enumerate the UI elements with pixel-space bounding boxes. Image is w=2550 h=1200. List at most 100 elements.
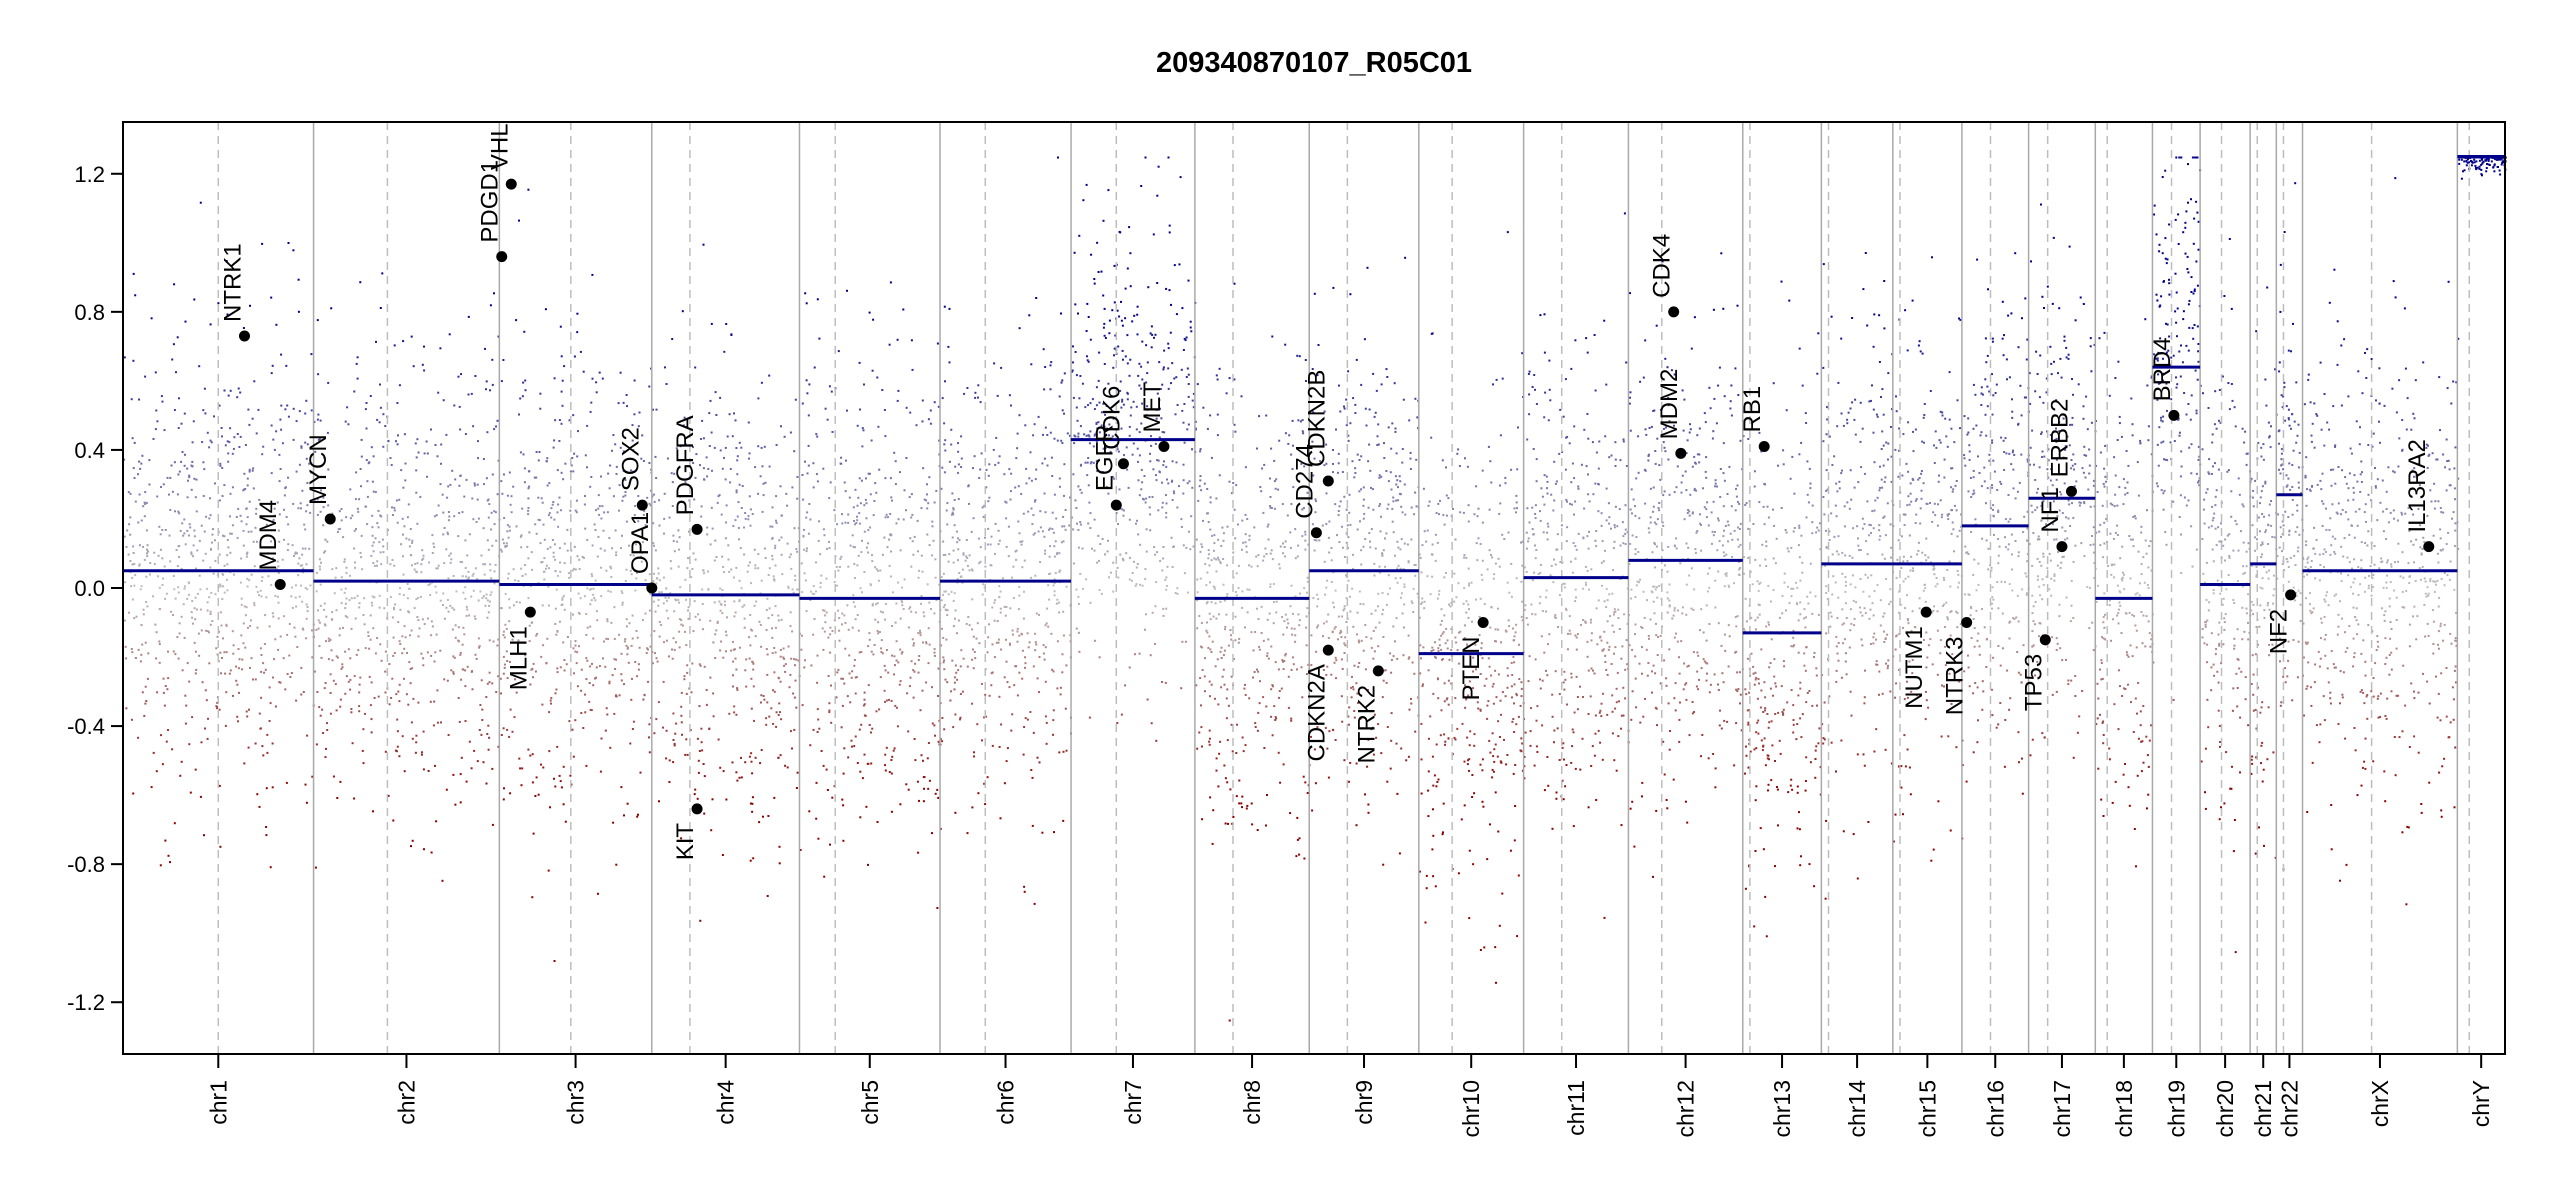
probe-point xyxy=(1511,674,1514,676)
probe-point xyxy=(1274,719,1277,721)
probe-point xyxy=(440,462,442,465)
probe-point xyxy=(1086,302,1089,305)
probe-point xyxy=(672,712,675,715)
probe-point xyxy=(1062,819,1065,822)
probe-point xyxy=(447,577,450,580)
probe-point xyxy=(471,688,474,691)
probe-point xyxy=(861,427,864,430)
probe-point xyxy=(677,565,680,568)
probe-point xyxy=(1306,591,1308,594)
probe-point xyxy=(1129,358,1132,361)
probe-point xyxy=(1076,419,1079,422)
probe-point xyxy=(1162,546,1165,548)
probe-point xyxy=(1116,722,1119,724)
probe-point xyxy=(186,467,189,470)
probe-point xyxy=(957,471,959,474)
probe-point xyxy=(1487,700,1490,703)
probe-point xyxy=(1162,366,1165,369)
probe-point xyxy=(1030,769,1033,771)
probe-point xyxy=(597,535,600,538)
probe-point xyxy=(696,737,699,740)
probe-point xyxy=(540,561,543,564)
probe-point xyxy=(1303,465,1306,468)
probe-point xyxy=(778,539,781,542)
probe-point xyxy=(609,746,612,749)
probe-point xyxy=(1302,507,1305,510)
probe-point xyxy=(1038,656,1041,658)
probe-point xyxy=(771,554,774,557)
probe-point xyxy=(560,355,563,358)
probe-point xyxy=(1121,324,1124,327)
probe-point xyxy=(1267,657,1270,660)
probe-point xyxy=(1159,388,1162,390)
probe-point xyxy=(934,734,936,737)
probe-point xyxy=(851,534,854,537)
probe-point xyxy=(921,570,924,573)
probe-point xyxy=(1356,528,1359,531)
probe-point xyxy=(1140,365,1143,368)
probe-point xyxy=(1085,578,1088,581)
probe-point xyxy=(719,766,722,769)
probe-point xyxy=(640,555,642,558)
probe-point xyxy=(1052,531,1055,534)
probe-point xyxy=(457,535,460,538)
probe-point xyxy=(468,740,471,743)
probe-point xyxy=(1117,523,1119,525)
probe-point xyxy=(1196,747,1199,750)
probe-point xyxy=(1122,514,1125,517)
probe-point xyxy=(1278,567,1281,570)
probe-point xyxy=(371,604,374,607)
probe-point xyxy=(750,707,753,710)
probe-point xyxy=(253,602,256,605)
probe-point xyxy=(968,554,971,557)
probe-point xyxy=(350,597,353,600)
probe-point xyxy=(944,380,946,383)
probe-point xyxy=(971,658,974,661)
probe-point xyxy=(317,413,320,416)
probe-point xyxy=(1089,402,1092,405)
probe-point xyxy=(1024,424,1027,427)
probe-point xyxy=(701,419,704,422)
probe-point xyxy=(462,668,465,671)
probe-point xyxy=(831,630,834,633)
probe-point xyxy=(167,650,169,653)
probe-point xyxy=(576,685,579,688)
probe-point xyxy=(357,510,360,513)
probe-point xyxy=(415,571,418,574)
probe-point xyxy=(446,531,449,534)
probe-point xyxy=(349,574,351,577)
probe-point xyxy=(1058,751,1061,754)
probe-point xyxy=(1287,442,1290,445)
probe-point xyxy=(455,590,458,593)
probe-point xyxy=(1262,511,1265,514)
probe-point xyxy=(316,418,319,421)
probe-point xyxy=(599,547,602,550)
probe-point xyxy=(629,554,632,556)
probe-point xyxy=(801,634,803,637)
probe-point xyxy=(1093,639,1096,642)
probe-point xyxy=(732,685,734,688)
probe-point xyxy=(772,575,775,578)
probe-point xyxy=(849,701,852,704)
probe-point xyxy=(597,494,600,497)
probe-point xyxy=(1158,361,1161,364)
probe-point xyxy=(556,511,559,514)
probe-point xyxy=(1353,476,1356,479)
probe-point xyxy=(555,588,558,591)
probe-point xyxy=(848,496,851,499)
probe-point xyxy=(268,625,271,628)
probe-point xyxy=(1351,675,1353,678)
probe-point xyxy=(1287,675,1290,678)
probe-point xyxy=(746,570,749,573)
probe-point xyxy=(1348,706,1351,709)
probe-point xyxy=(337,528,340,531)
probe-point xyxy=(1269,496,1272,498)
probe-point xyxy=(223,535,226,538)
probe-point xyxy=(665,639,668,642)
probe-point xyxy=(657,701,660,704)
probe-point xyxy=(528,640,531,643)
probe-point xyxy=(752,685,755,688)
probe-point xyxy=(367,462,370,465)
probe-point xyxy=(1364,538,1367,540)
probe-point xyxy=(566,549,569,552)
